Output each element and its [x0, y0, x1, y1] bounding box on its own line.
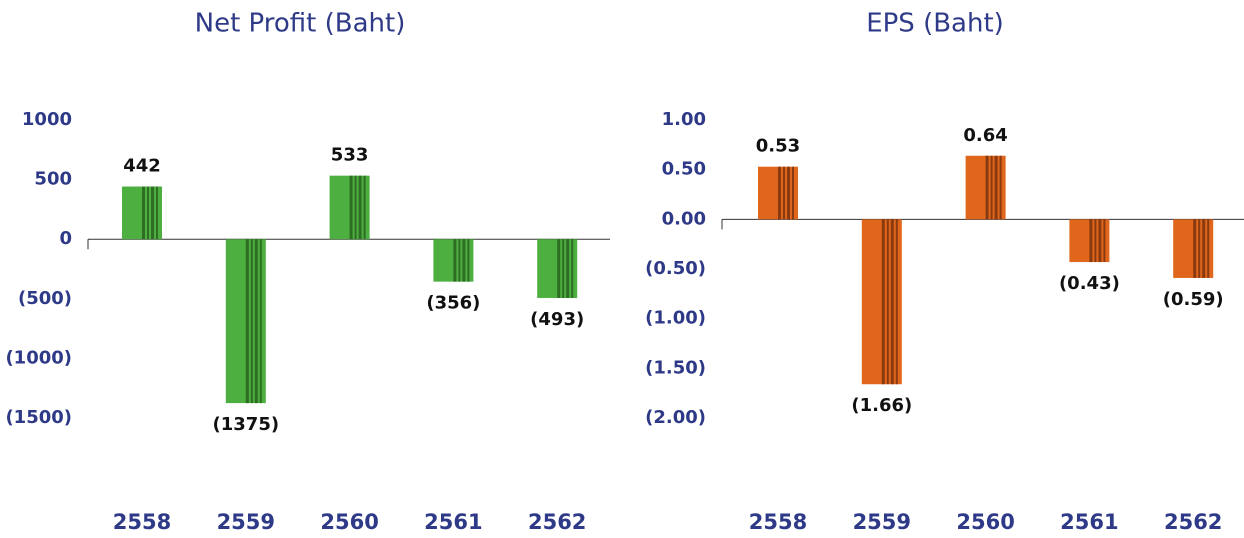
- bar-stripe: [156, 186, 158, 240]
- bar-stripe: [562, 239, 565, 298]
- bar-stripe: [462, 239, 466, 282]
- bar-stripe: [792, 166, 794, 220]
- bar-stripe: [890, 219, 894, 385]
- bar-stripe: [151, 186, 154, 240]
- bar-stripe: [358, 175, 362, 240]
- x-tick-label: 2560: [320, 510, 378, 534]
- value-label: 0.64: [963, 125, 1007, 146]
- x-tick-label: 2560: [956, 510, 1014, 534]
- bar-stripe: [363, 175, 366, 240]
- x-tick-label: 2561: [424, 510, 482, 534]
- bar-stripe: [259, 239, 262, 404]
- bar-stripe: [1207, 219, 1210, 278]
- y-tick-label: 1.00: [662, 109, 706, 130]
- bar-stripe: [1202, 219, 1206, 278]
- bar-stripe: [881, 219, 885, 385]
- bar-stripe: [1198, 219, 1201, 278]
- x-tick-label: 2561: [1060, 510, 1118, 534]
- x-tick-label: 2562: [528, 510, 586, 534]
- bar-stripe: [999, 155, 1002, 220]
- bar-stripe: [349, 175, 353, 240]
- x-tick-label: 2558: [749, 510, 807, 534]
- value-label: (0.43): [1059, 273, 1120, 294]
- bar-stripe: [1193, 219, 1197, 278]
- x-tick-label: 2558: [113, 510, 171, 534]
- bar-stripe: [254, 239, 258, 404]
- bar-stripe: [354, 175, 357, 240]
- y-tick-label: (0.50): [645, 258, 706, 279]
- y-tick-label: 0.50: [662, 159, 706, 180]
- chart-title: EPS (Baht): [866, 9, 1004, 39]
- value-label: (493): [530, 309, 584, 330]
- bar-stripe: [994, 155, 998, 220]
- bar-stripe: [787, 166, 790, 220]
- bar-stripe: [783, 166, 785, 220]
- y-tick-label: (2.00): [645, 407, 706, 428]
- y-tick-label: 1000: [22, 109, 72, 130]
- y-tick-label: 0.00: [662, 208, 706, 229]
- y-tick-label: (1000): [5, 347, 72, 368]
- bar-stripe: [985, 155, 989, 220]
- x-tick-label: 2559: [853, 510, 911, 534]
- y-tick-label: 500: [34, 169, 72, 190]
- bar-stripe: [245, 239, 249, 404]
- value-label: 0.53: [756, 136, 800, 157]
- bar-stripe: [250, 239, 253, 404]
- value-label: (356): [426, 293, 480, 314]
- bar-stripe: [990, 155, 993, 220]
- y-tick-label: (1500): [5, 407, 72, 428]
- bar-stripe: [1094, 219, 1097, 263]
- bar-stripe: [453, 239, 457, 282]
- y-tick-label: (1.00): [645, 308, 706, 329]
- bar-stripe: [142, 186, 145, 240]
- bar-stripe: [571, 239, 574, 298]
- y-tick-label: (500): [18, 288, 72, 309]
- bar-stripe: [778, 166, 781, 220]
- bar-stripe: [1098, 219, 1102, 263]
- bar-stripe: [886, 219, 889, 385]
- y-tick-label: 0: [59, 228, 72, 249]
- bar-stripe: [147, 186, 149, 240]
- x-tick-label: 2559: [217, 510, 275, 534]
- value-label: (0.59): [1163, 289, 1224, 310]
- bar-stripe: [458, 239, 461, 282]
- value-label: (1375): [213, 414, 280, 435]
- bar-stripe: [566, 239, 570, 298]
- x-tick-label: 2562: [1164, 510, 1222, 534]
- value-label: 533: [331, 145, 369, 166]
- bar-stripe: [1103, 219, 1106, 263]
- value-label: (1.66): [851, 395, 912, 416]
- bar: [225, 239, 266, 404]
- y-tick-label: (1.50): [645, 357, 706, 378]
- bar-stripe: [467, 239, 470, 282]
- chart-title: Net Profit (Baht): [195, 9, 406, 39]
- bar-stripe: [557, 239, 561, 298]
- value-label: 442: [123, 156, 161, 177]
- bar-stripe: [1089, 219, 1093, 263]
- bar-stripe: [895, 219, 898, 385]
